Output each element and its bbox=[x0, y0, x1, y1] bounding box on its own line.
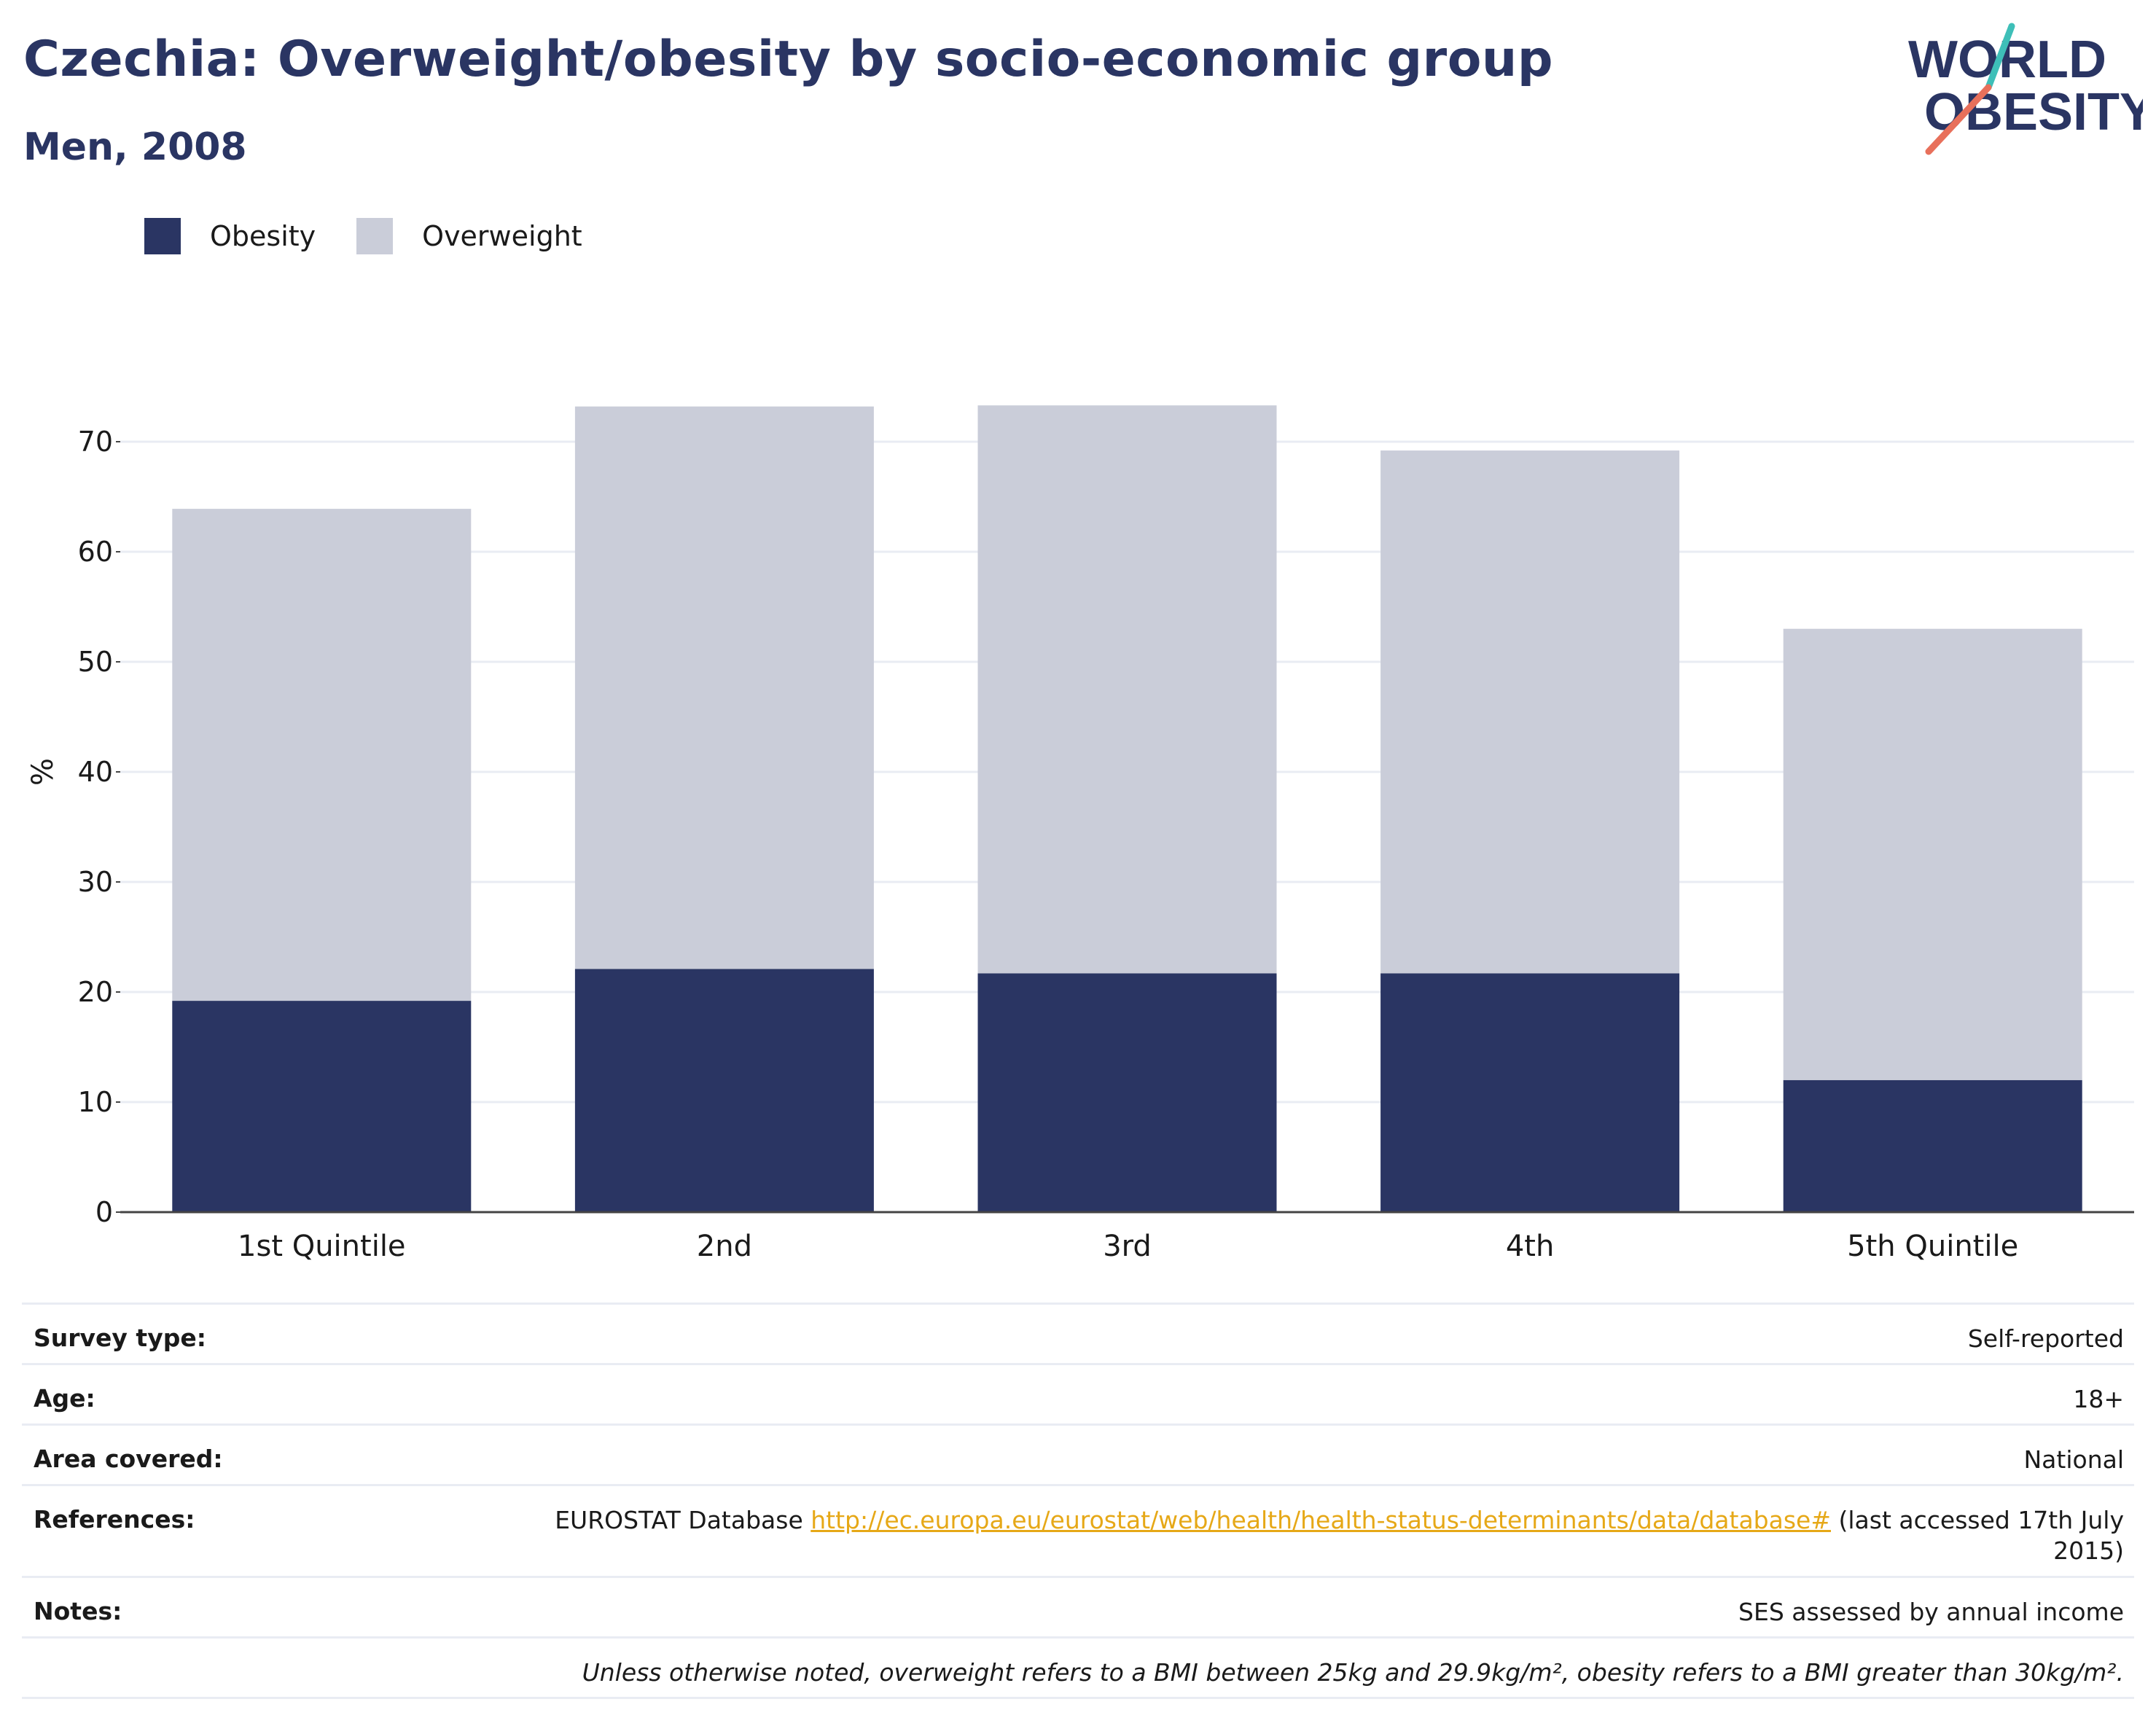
legend-label-overweight: Overweight bbox=[422, 220, 582, 252]
metadata-table: Survey type: Self-reported Age: 18+ Area… bbox=[22, 1303, 2134, 1699]
logo-slash-teal bbox=[1985, 23, 2015, 91]
meta-value-age: 18+ bbox=[2073, 1385, 2124, 1413]
x-tick-label-5: 5th Quintile bbox=[1847, 1230, 2018, 1263]
meta-row-footnote: Unless otherwise noted, overweight refer… bbox=[22, 1636, 2134, 1697]
y-tick-label-0: 0 bbox=[95, 1196, 113, 1228]
bar-obesity-5 bbox=[1783, 1079, 2082, 1212]
meta-row-age: Age: 18+ bbox=[22, 1363, 2134, 1423]
reference-accessed-year: 2015) bbox=[2053, 1536, 2124, 1565]
y-tick-label-30: 30 bbox=[78, 866, 113, 898]
world-obesity-logo: WORLD OBESITY bbox=[1908, 23, 2143, 155]
meta-row-area: Area covered: National bbox=[22, 1423, 2134, 1484]
legend-item-obesity[interactable]: Obesity bbox=[144, 218, 316, 254]
bar-obesity-1 bbox=[172, 1001, 472, 1212]
y-tick-label-50: 50 bbox=[78, 646, 113, 678]
legend-label-obesity: Obesity bbox=[210, 220, 316, 252]
meta-row-survey-type: Survey type: Self-reported bbox=[22, 1303, 2134, 1363]
x-tick-label-2: 2nd bbox=[697, 1230, 752, 1263]
y-tick-label-10: 10 bbox=[78, 1086, 113, 1118]
reference-link[interactable]: http://ec.europa.eu/eurostat/web/health/… bbox=[811, 1506, 1831, 1534]
x-tick-label-1: 1st Quintile bbox=[238, 1230, 406, 1263]
legend-swatch-overweight bbox=[356, 218, 394, 254]
logo-slash-coral bbox=[1925, 84, 1992, 155]
bar-overweight-2 bbox=[574, 406, 874, 969]
legend-swatch-obesity bbox=[144, 218, 181, 254]
bar-obesity-3 bbox=[977, 973, 1277, 1212]
x-tick-label-3: 3rd bbox=[1103, 1230, 1152, 1263]
meta-label-area: Area covered: bbox=[34, 1445, 223, 1473]
y-tick-label-60: 60 bbox=[78, 536, 113, 568]
chart-subtitle: Men, 2008 bbox=[23, 125, 247, 169]
bmi-definition-note: Unless otherwise noted, overweight refer… bbox=[582, 1658, 2124, 1687]
meta-value-area: National bbox=[2023, 1445, 2124, 1474]
legend: Obesity Overweight bbox=[144, 217, 623, 255]
y-axis-title: % bbox=[26, 758, 60, 786]
y-tick-label-70: 70 bbox=[78, 426, 113, 458]
meta-label-age: Age: bbox=[34, 1384, 95, 1413]
meta-label-survey-type: Survey type: bbox=[34, 1324, 206, 1352]
meta-row-references: References: EUROSTAT Database http://ec.… bbox=[22, 1484, 2134, 1576]
meta-value-references: EUROSTAT Database http://ec.europa.eu/eu… bbox=[555, 1505, 2124, 1566]
bar-obesity-4 bbox=[1380, 973, 1680, 1212]
reference-source: EUROSTAT Database bbox=[555, 1506, 811, 1534]
y-tick-label-20: 20 bbox=[78, 976, 113, 1008]
meta-label-references: References: bbox=[34, 1505, 195, 1534]
chart-title: Czechia: Overweight/obesity by socio-eco… bbox=[23, 31, 1554, 88]
bar-overweight-5 bbox=[1783, 628, 2082, 1080]
reference-accessed: (last accessed 17th July bbox=[1831, 1506, 2124, 1534]
stacked-bar-chart: 0 10 20 30 40 50 60 70% 1st Quintile 2nd 3rd 4th 5th… bbox=[26, 405, 2134, 1263]
bar-overweight-4 bbox=[1380, 450, 1680, 974]
meta-row-notes: Notes: SES assessed by annual income bbox=[22, 1576, 2134, 1636]
x-tick-label-4: 4th bbox=[1506, 1230, 1554, 1263]
bar-obesity-2 bbox=[574, 969, 874, 1212]
y-tick-label-40: 40 bbox=[78, 756, 113, 788]
meta-bottom-border bbox=[22, 1697, 2134, 1699]
bar-overweight-1 bbox=[172, 509, 472, 1001]
meta-label-notes: Notes: bbox=[34, 1597, 122, 1625]
meta-value-notes: SES assessed by annual income bbox=[1738, 1598, 2124, 1626]
bar-overweight-3 bbox=[977, 405, 1277, 974]
logo-text-obesity: OBESITY bbox=[1924, 83, 2143, 141]
meta-value-survey-type: Self-reported bbox=[1967, 1324, 2124, 1353]
legend-item-overweight[interactable]: Overweight bbox=[356, 218, 582, 254]
